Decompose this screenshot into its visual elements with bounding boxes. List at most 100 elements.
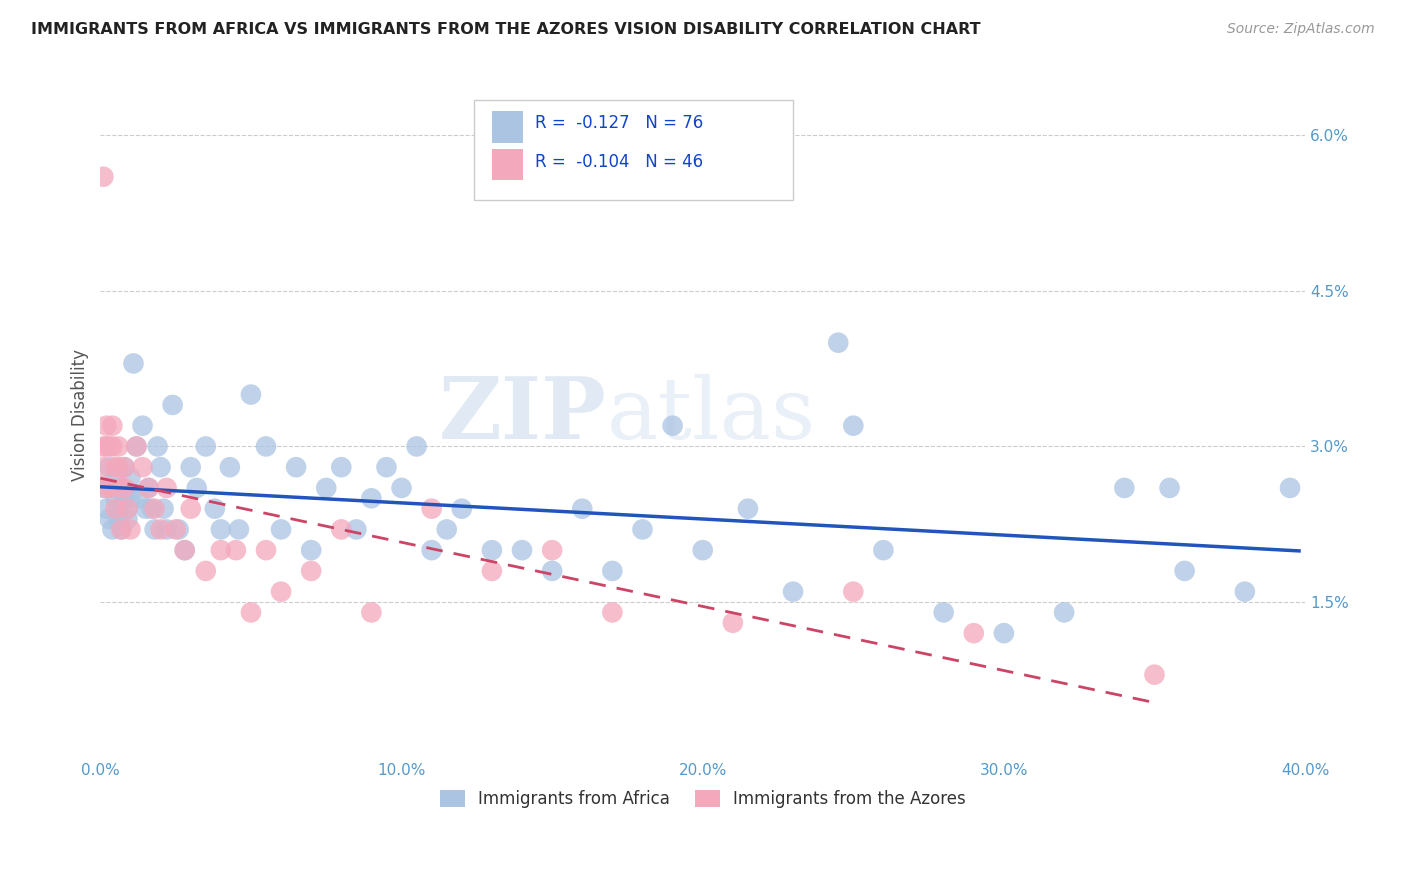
Point bbox=[128, 491, 150, 506]
Point bbox=[450, 501, 472, 516]
Point bbox=[842, 584, 865, 599]
Point bbox=[131, 460, 153, 475]
Point bbox=[117, 501, 139, 516]
Point bbox=[141, 501, 163, 516]
Point bbox=[93, 460, 115, 475]
Point bbox=[120, 491, 142, 506]
Text: Source: ZipAtlas.com: Source: ZipAtlas.com bbox=[1227, 22, 1375, 37]
Point bbox=[344, 523, 367, 537]
Point bbox=[299, 543, 322, 558]
Point bbox=[420, 543, 443, 558]
Point bbox=[96, 501, 118, 516]
Point bbox=[218, 460, 240, 475]
Point bbox=[1143, 667, 1166, 681]
Point bbox=[209, 543, 232, 558]
Text: atlas: atlas bbox=[606, 374, 815, 457]
Point bbox=[93, 169, 115, 184]
Point bbox=[721, 615, 744, 630]
FancyBboxPatch shape bbox=[492, 112, 523, 143]
Point bbox=[96, 481, 118, 495]
Legend: Immigrants from Africa, Immigrants from the Azores: Immigrants from Africa, Immigrants from … bbox=[433, 783, 973, 814]
Point bbox=[963, 626, 986, 640]
Point bbox=[194, 564, 217, 578]
Point bbox=[98, 512, 121, 526]
Point bbox=[1279, 481, 1302, 495]
Point bbox=[481, 543, 503, 558]
Point bbox=[152, 501, 174, 516]
Text: IMMIGRANTS FROM AFRICA VS IMMIGRANTS FROM THE AZORES VISION DISABILITY CORRELATI: IMMIGRANTS FROM AFRICA VS IMMIGRANTS FRO… bbox=[31, 22, 980, 37]
Point bbox=[436, 523, 458, 537]
Point bbox=[107, 439, 129, 453]
Point bbox=[737, 501, 759, 516]
Point bbox=[330, 523, 353, 537]
Point bbox=[125, 439, 148, 453]
FancyBboxPatch shape bbox=[492, 149, 523, 180]
Point bbox=[110, 481, 132, 495]
Point bbox=[391, 481, 413, 495]
Point bbox=[993, 626, 1015, 640]
Point bbox=[110, 523, 132, 537]
Point bbox=[93, 481, 115, 495]
Point bbox=[1053, 606, 1076, 620]
Point bbox=[138, 481, 160, 495]
Point bbox=[114, 460, 136, 475]
Point bbox=[143, 501, 166, 516]
Point bbox=[541, 543, 564, 558]
Point bbox=[782, 584, 804, 599]
Point bbox=[270, 584, 292, 599]
Point bbox=[375, 460, 398, 475]
Text: R =  -0.127   N = 76: R = -0.127 N = 76 bbox=[536, 114, 703, 132]
Point bbox=[631, 523, 654, 537]
Point bbox=[156, 481, 179, 495]
Point bbox=[101, 439, 124, 453]
Point bbox=[692, 543, 714, 558]
Point bbox=[101, 523, 124, 537]
Point bbox=[1114, 481, 1136, 495]
Point bbox=[96, 439, 118, 453]
Point bbox=[315, 481, 337, 495]
Point bbox=[110, 523, 132, 537]
Point bbox=[107, 501, 129, 516]
Point bbox=[541, 564, 564, 578]
Point bbox=[254, 543, 277, 558]
Point bbox=[149, 460, 172, 475]
Point bbox=[299, 564, 322, 578]
Point bbox=[872, 543, 894, 558]
Point bbox=[827, 335, 849, 350]
Point bbox=[107, 512, 129, 526]
Point bbox=[98, 439, 121, 453]
Point bbox=[360, 606, 382, 620]
Point bbox=[146, 439, 169, 453]
Point bbox=[481, 564, 503, 578]
Point bbox=[104, 460, 127, 475]
Point bbox=[162, 398, 184, 412]
Point bbox=[602, 564, 624, 578]
Point bbox=[1233, 584, 1256, 599]
Point bbox=[135, 501, 157, 516]
Point bbox=[254, 439, 277, 453]
Point bbox=[98, 460, 121, 475]
Point bbox=[117, 501, 139, 516]
Point bbox=[225, 543, 247, 558]
Point bbox=[420, 501, 443, 516]
Point bbox=[180, 501, 202, 516]
Point bbox=[117, 512, 139, 526]
Point bbox=[173, 543, 195, 558]
Point bbox=[330, 460, 353, 475]
Point bbox=[104, 491, 127, 506]
Point bbox=[110, 481, 132, 495]
Y-axis label: Vision Disability: Vision Disability bbox=[72, 350, 89, 482]
Point bbox=[114, 481, 136, 495]
Point bbox=[93, 439, 115, 453]
Point bbox=[114, 460, 136, 475]
Point bbox=[104, 470, 127, 484]
Point bbox=[143, 523, 166, 537]
Point bbox=[239, 387, 262, 401]
Point bbox=[165, 523, 187, 537]
Point bbox=[107, 460, 129, 475]
Point bbox=[186, 481, 208, 495]
Point bbox=[167, 523, 190, 537]
Point bbox=[194, 439, 217, 453]
Point bbox=[285, 460, 308, 475]
Point bbox=[98, 481, 121, 495]
